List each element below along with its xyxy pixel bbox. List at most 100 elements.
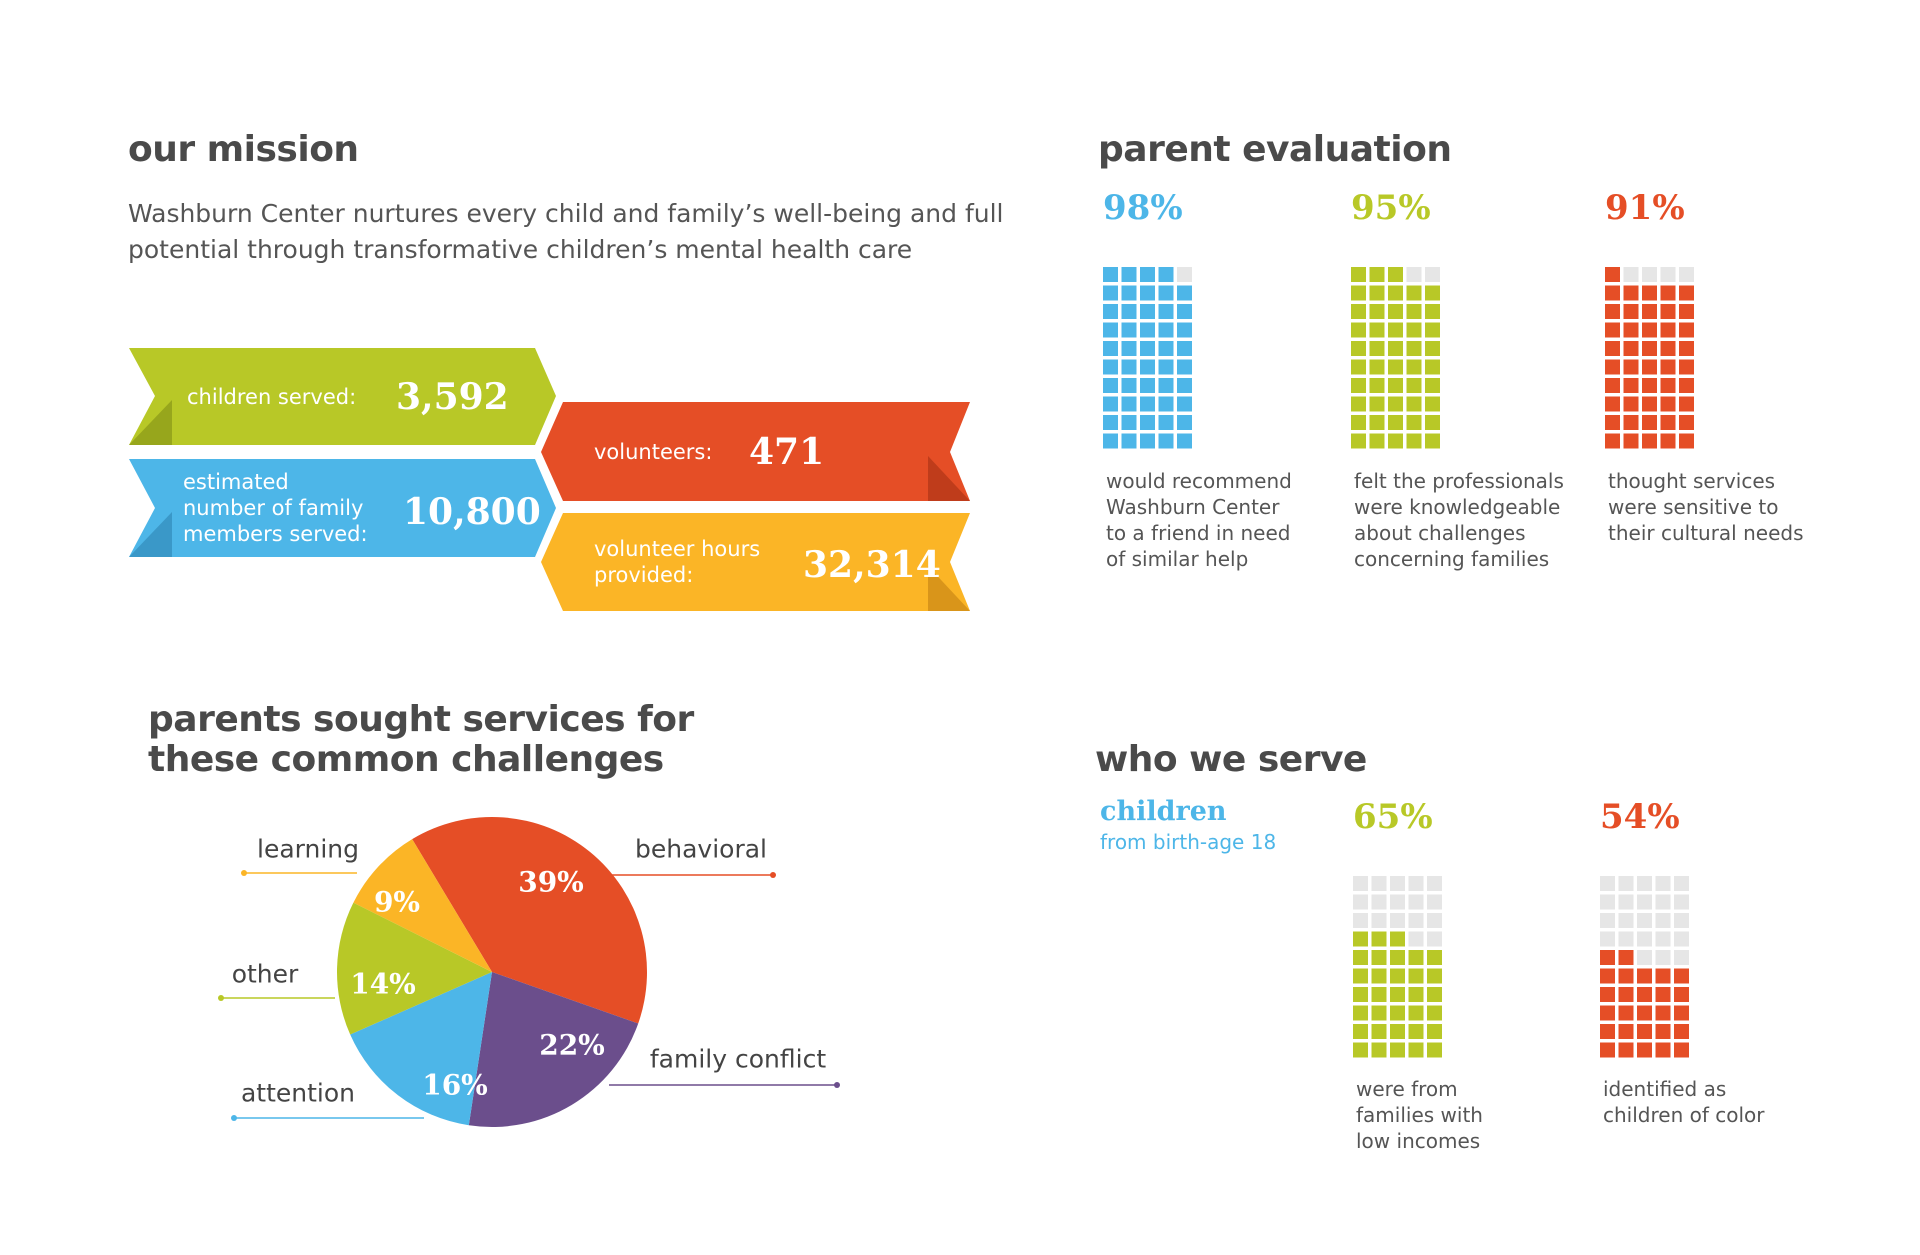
stat-value: 32,314 (803, 544, 941, 586)
waffle-square-empty (1655, 876, 1671, 891)
stat-label: children served: (187, 385, 357, 409)
waffle-square-empty (1618, 913, 1634, 928)
waffle-square-empty (1390, 876, 1405, 891)
pie-value-label: 22% (539, 1028, 605, 1062)
waffle-square-empty (1637, 894, 1652, 910)
waffle-square (1177, 378, 1192, 393)
waffle-square (1177, 304, 1192, 319)
waffle-square (1390, 987, 1405, 1002)
waffle-square (1103, 341, 1118, 356)
waffle-square (1623, 378, 1639, 393)
waffle-square (1388, 267, 1403, 282)
pie-slice (412, 817, 648, 1024)
waffle-square (1642, 433, 1657, 449)
waffle-square (1351, 396, 1366, 412)
waffle-square (1605, 378, 1620, 393)
waffle-square (1388, 322, 1403, 338)
waffle-square (1679, 396, 1694, 412)
waffle-square-empty (1637, 876, 1652, 891)
waffle-square (1388, 304, 1403, 319)
waffle-square (1679, 359, 1694, 375)
waffle-square (1103, 359, 1118, 375)
waffle-square (1623, 285, 1639, 301)
waffle-square (1390, 950, 1405, 965)
percent-label: 91% (1605, 188, 1685, 228)
waffle-square-empty (1406, 267, 1422, 282)
waffle-square (1121, 304, 1137, 319)
waffle-square (1679, 304, 1694, 319)
leader-dot (770, 872, 776, 878)
waffle-square (1406, 359, 1422, 375)
stat-label: volunteers: (594, 440, 713, 464)
waffle-square (1408, 1024, 1424, 1039)
percent-label: 54% (1600, 797, 1680, 837)
waffle-square (1660, 285, 1676, 301)
waffle-square (1369, 322, 1385, 338)
waffle-square (1660, 322, 1676, 338)
waffle-square-empty (1427, 894, 1442, 910)
waffle-square (1140, 304, 1155, 319)
waffle-square (1177, 415, 1192, 430)
leader-dot (834, 1082, 840, 1088)
waffle-square-empty (1642, 267, 1657, 282)
waffle-square-empty (1618, 876, 1634, 891)
ribbon-fold (129, 512, 172, 557)
waffle-square (1103, 322, 1118, 338)
waffle-square (1600, 1005, 1615, 1021)
waffle-square (1605, 433, 1620, 449)
waffle-square (1121, 396, 1137, 412)
waffle-square (1425, 378, 1440, 393)
waffle-square (1369, 285, 1385, 301)
waffle-square (1371, 1042, 1387, 1058)
waffle-square (1655, 1024, 1671, 1039)
waffle-square (1390, 1024, 1405, 1039)
ribbon (129, 348, 556, 445)
waffle-square (1103, 304, 1118, 319)
mission-title: our mission (128, 129, 359, 170)
waffle-square (1605, 341, 1620, 356)
waffle-square (1425, 285, 1440, 301)
waffle-square (1679, 378, 1694, 393)
waffle-square-empty (1390, 913, 1405, 928)
description: felt the professionals were knowledgeabl… (1354, 469, 1564, 571)
waffle-square (1618, 950, 1634, 965)
waffle-square (1177, 285, 1192, 301)
waffle-square (1158, 285, 1174, 301)
waffle-square (1121, 267, 1137, 282)
waffle-square-empty (1674, 876, 1689, 891)
waffle-square (1600, 987, 1615, 1002)
chart-note: from birth-age 18 (1100, 830, 1277, 854)
waffle-square (1425, 359, 1440, 375)
ribbon-fold (928, 566, 970, 611)
waffle-square-empty (1679, 267, 1694, 282)
waffle-square (1351, 285, 1366, 301)
waffle-square (1140, 359, 1155, 375)
waffle-square (1660, 341, 1676, 356)
waffle-square (1408, 1042, 1424, 1058)
waffle-square (1623, 396, 1639, 412)
waffle-square (1353, 1005, 1368, 1021)
waffle-square (1655, 1042, 1671, 1058)
waffle-square (1369, 378, 1385, 393)
leader-dot (218, 995, 224, 1001)
description: were from families with low incomes (1356, 1077, 1483, 1153)
waffle-square (1674, 1005, 1689, 1021)
waffle-square (1103, 285, 1118, 301)
waffle-square (1353, 968, 1368, 984)
waffle-square (1406, 415, 1422, 430)
waffle-square (1679, 341, 1694, 356)
waffle-square (1158, 359, 1174, 375)
chart-subtitle: children (1100, 796, 1227, 827)
pie-label: family conflict (649, 1044, 827, 1074)
waffle-square (1390, 968, 1405, 984)
waffle-square (1353, 931, 1368, 947)
waffle-square (1618, 1024, 1634, 1039)
waffle-square (1140, 267, 1155, 282)
waffle-square (1177, 322, 1192, 338)
waffle-square (1369, 433, 1385, 449)
waffle-square (1427, 1042, 1442, 1058)
waffle-square (1177, 359, 1192, 375)
chart-title: parents sought services for these common… (148, 699, 694, 780)
waffle-square (1369, 341, 1385, 356)
